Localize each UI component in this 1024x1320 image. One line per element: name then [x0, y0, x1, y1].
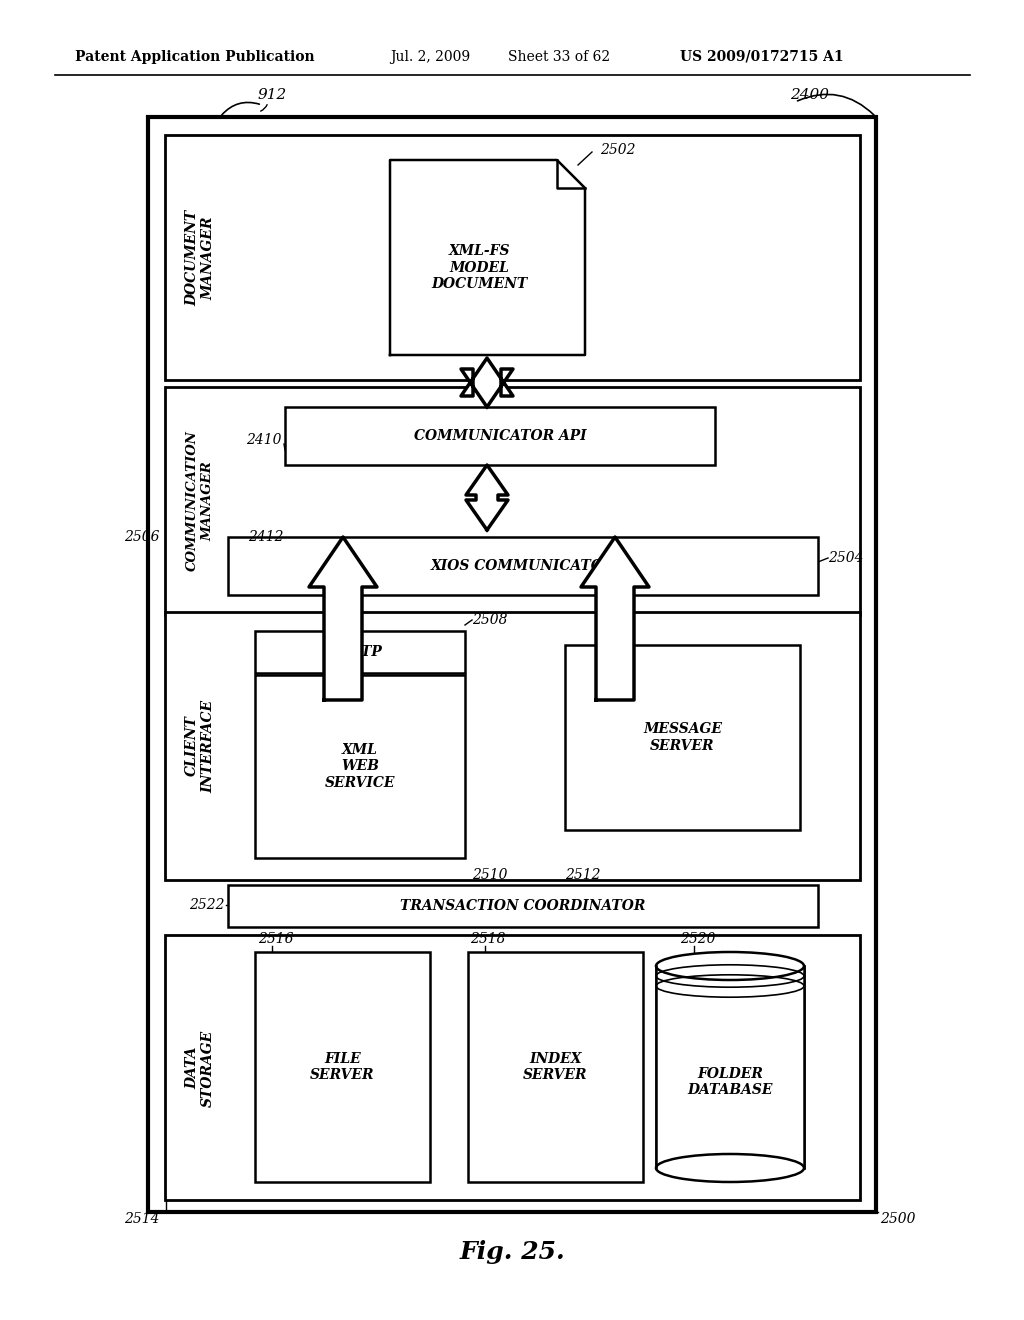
Bar — [468, 952, 643, 1181]
Text: HTTP: HTTP — [338, 645, 382, 659]
Bar — [165, 135, 860, 380]
Text: XML
WEB
SERVICE: XML WEB SERVICE — [325, 743, 395, 789]
Bar — [255, 631, 465, 673]
Polygon shape — [581, 537, 649, 700]
Text: 2500: 2500 — [880, 1212, 915, 1226]
Bar — [565, 645, 800, 830]
Text: 2520: 2520 — [680, 932, 716, 946]
Text: 2518: 2518 — [470, 932, 506, 946]
Bar — [255, 952, 430, 1181]
Text: 2504: 2504 — [828, 550, 863, 565]
Text: 2516: 2516 — [258, 932, 294, 946]
Text: Patent Application Publication: Patent Application Publication — [75, 50, 314, 63]
Text: 2522: 2522 — [189, 898, 225, 912]
Text: US 2009/0172715 A1: US 2009/0172715 A1 — [680, 50, 844, 63]
Text: 2506: 2506 — [125, 531, 160, 544]
Ellipse shape — [656, 1154, 804, 1181]
Text: CLIENT
INTERFACE: CLIENT INTERFACE — [185, 700, 215, 792]
Bar — [228, 537, 818, 595]
Bar — [285, 407, 715, 465]
Polygon shape — [309, 537, 377, 700]
Bar — [165, 935, 860, 1200]
Bar — [228, 884, 818, 927]
Ellipse shape — [656, 952, 804, 979]
Text: FILE
SERVER: FILE SERVER — [310, 1052, 375, 1082]
Text: 912: 912 — [258, 88, 288, 102]
Bar — [656, 966, 804, 1168]
Text: MESSAGE
SERVER: MESSAGE SERVER — [643, 722, 722, 752]
Polygon shape — [461, 358, 513, 407]
Text: COMMUNICATION
MANAGER: COMMUNICATION MANAGER — [186, 430, 214, 572]
Bar — [255, 675, 465, 858]
Text: INDEX
SERVER: INDEX SERVER — [523, 1052, 588, 1082]
Text: XML-FS
MODEL
DOCUMENT: XML-FS MODEL DOCUMENT — [431, 244, 527, 290]
Text: TRANSACTION COORDINATOR: TRANSACTION COORDINATOR — [400, 899, 646, 913]
Polygon shape — [390, 160, 585, 355]
Text: Sheet 33 of 62: Sheet 33 of 62 — [508, 50, 610, 63]
Text: Jul. 2, 2009: Jul. 2, 2009 — [390, 50, 470, 63]
Text: 2502: 2502 — [600, 143, 636, 157]
Text: 2400: 2400 — [790, 88, 829, 102]
Text: COMMUNICATOR API: COMMUNICATOR API — [414, 429, 587, 444]
Text: 2410: 2410 — [247, 433, 282, 447]
Text: 2512: 2512 — [565, 869, 600, 882]
Polygon shape — [466, 465, 508, 531]
Text: 2510: 2510 — [472, 869, 508, 882]
Text: FOLDER
DATABASE: FOLDER DATABASE — [687, 1067, 773, 1097]
Text: DOCUMENT
MANAGER: DOCUMENT MANAGER — [185, 210, 215, 306]
Bar — [148, 117, 876, 1212]
Text: 2412: 2412 — [248, 531, 284, 544]
Bar — [165, 612, 860, 880]
Text: DATA
STORAGE: DATA STORAGE — [185, 1030, 215, 1106]
Text: Fig. 25.: Fig. 25. — [459, 1239, 565, 1265]
Text: 2514: 2514 — [125, 1212, 160, 1226]
Text: 2508: 2508 — [472, 612, 508, 627]
Text: XIOS COMMUNICATOR: XIOS COMMUNICATOR — [431, 558, 615, 573]
Bar — [165, 387, 860, 615]
